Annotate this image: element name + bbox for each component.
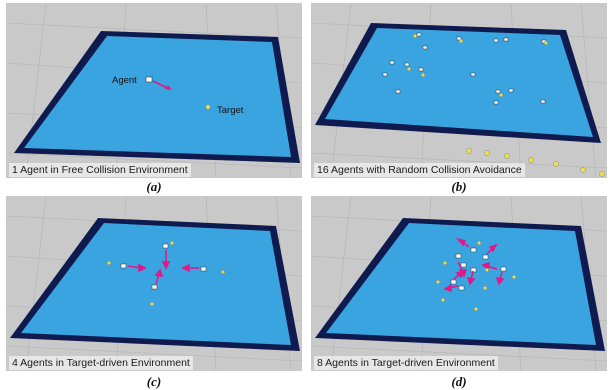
agent-markers <box>382 32 547 105</box>
heading-arrows <box>443 237 505 293</box>
agent-markers <box>120 243 207 290</box>
floor <box>325 28 593 137</box>
scene-d <box>311 196 607 371</box>
scene-b <box>311 3 607 178</box>
panel-label: (b) <box>451 179 467 194</box>
panel-label: (a) <box>146 179 162 194</box>
panel-d: 8 Agents in Target-driven Environment <box>311 196 607 371</box>
panel-label: (c) <box>146 374 162 389</box>
panel-a: Agent Target 1 Agent in Free Collision E… <box>6 3 302 178</box>
target-markers <box>435 241 516 311</box>
panel-label: (d) <box>451 374 467 389</box>
floor <box>326 223 596 345</box>
panel-caption: 4 Agents in Target-driven Environment <box>9 356 193 370</box>
panel-caption: 8 Agents in Target-driven Environment <box>314 356 498 370</box>
target-label: Target <box>217 105 244 116</box>
agent-markers <box>450 247 507 291</box>
panel-caption: 16 Agents with Random Collision Avoidanc… <box>314 163 525 177</box>
floor <box>24 36 291 157</box>
heading-arrows <box>127 250 199 285</box>
arrow-head <box>165 85 172 90</box>
target-markers <box>106 241 225 306</box>
scene-c <box>6 196 302 371</box>
agent-marker <box>145 76 153 83</box>
panel-caption: 1 Agent in Free Collision Environment <box>9 163 191 177</box>
agent-label: Agent <box>112 75 137 86</box>
panel-c: 4 Agents in Target-driven Environment <box>6 196 302 371</box>
target-markers <box>406 34 605 177</box>
panel-b: 16 Agents with Random Collision Avoidanc… <box>311 3 607 178</box>
scene-a: Agent Target <box>6 3 302 178</box>
target-marker <box>205 104 211 110</box>
